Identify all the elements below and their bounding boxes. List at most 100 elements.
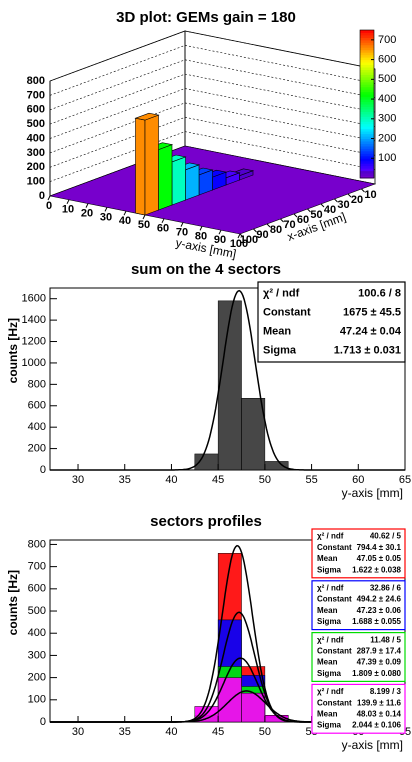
y-tick [237,233,241,239]
y-axis-title: counts [Hz] [6,570,20,635]
colorbar-step [360,138,374,142]
colorbar-step [360,99,374,103]
x-tick-label: 60 [352,474,364,486]
colorbar-step [360,118,374,122]
x-tick [347,193,352,198]
y-tick-label: 1600 [22,293,46,305]
stats-name: Constant [317,595,352,604]
stats-name: Mean [263,325,291,337]
y-tick-label: 800 [28,538,46,550]
colorbar-step [360,69,374,73]
colorbar-step [360,150,374,154]
y-tick-label: 60 [157,223,169,235]
colorbar-step [360,67,374,70]
grid-line [49,59,376,111]
colorbar-step [360,128,374,132]
stats-value: 47.23 ± 0.06 [357,606,402,615]
y-tick-label: 90 [214,234,226,246]
colorbar-step [360,32,374,36]
x-tick-label: 50 [310,209,322,221]
colorbar-step [360,168,374,172]
colorbar-step [360,101,374,105]
y-tick-label: 50 [138,219,150,231]
bar [241,398,266,471]
z-tick-label: 500 [27,118,45,130]
colorbar-step [360,170,374,174]
chart-title: sectors profiles [150,513,262,530]
stats-value: 494.2 ± 24.6 [357,595,402,604]
stats-value: 1675 ± 45.5 [343,306,401,318]
colorbar-step [360,145,374,149]
stats-name: Mean [317,710,338,719]
stats-value: 139.9 ± 11.6 [357,698,402,707]
colorbar-step [360,37,374,41]
x-tick [293,213,298,218]
chart-title: 3D plot: GEMs gain = 180 [116,9,296,26]
y-tick-label: 1000 [22,357,46,369]
x-tick [253,228,257,233]
stats-value: 32.86 / 6 [370,584,402,593]
y-tick-label: 10 [62,204,74,216]
x-tick-label: 35 [119,726,131,738]
colorbar-step [360,111,374,115]
grid-line [49,88,376,139]
x-tick-label: 45 [212,726,224,738]
y-tick-label: 40 [119,215,131,227]
stats-value: 40.62 / 5 [370,532,402,541]
x-tick-label: 55 [305,474,317,486]
bar-face [135,117,146,216]
stats-name: χ² / ndf [317,532,344,541]
colorbar-label: 300 [378,113,396,125]
x-tick [239,233,244,238]
stats-value: 1.713 ± 0.031 [334,344,401,356]
stats-value: 1.622 ± 0.038 [352,565,401,574]
x-tick [307,208,311,213]
colorbar-step [360,155,374,159]
x-axis-title: y-axis [mm] [342,486,403,500]
stats-value: 47.39 ± 0.09 [357,658,402,667]
colorbar-label: 600 [378,54,396,66]
y-tick-label: 500 [28,605,46,617]
z-tick-label: 700 [27,89,45,101]
colorbar-step [360,175,374,179]
colorbar-step [360,104,374,107]
colorbar-step [360,79,374,83]
stats-value: 11.48 / 5 [370,635,401,644]
colorbar-step [360,163,374,167]
x-tick-label: 50 [259,474,271,486]
x-tick-label: 10 [364,189,376,201]
y-tick [161,218,165,224]
colorbar-step [360,42,374,46]
x-tick-label: 65 [399,474,411,486]
colorbar-frame [359,29,375,179]
y-tick-label: 80 [195,230,207,242]
z-tick-label: 100 [27,176,45,188]
stats-box [311,631,406,682]
colorbar-step [360,160,374,164]
z-tick-label: 400 [27,132,45,144]
x-tick-label: 70 [283,219,295,231]
stats-name: Sigma [263,344,297,356]
stats-name: Sigma [317,565,342,574]
colorbar-step [360,106,374,110]
z-tick-label: 0 [39,190,45,202]
stats-value: 100.6 / 8 [358,287,401,299]
colorbar-step [360,113,374,117]
colorbar-step [360,30,374,33]
colorbar-step [360,76,374,80]
y-tick [218,229,222,235]
colorbar-label: 700 [378,34,396,46]
colorbar-label: 500 [378,73,396,85]
stats-value: 48.03 ± 0.14 [357,710,402,719]
y-tick-label: 0 [46,200,52,212]
y-tick-label: 0 [40,716,46,728]
stats-name: χ² / ndf [317,635,344,644]
colorbar-step [360,34,374,38]
colorbar-step [360,165,374,169]
grid-line [49,30,376,82]
stats-value: 287.9 ± 17.4 [357,647,402,656]
colorbar-step [360,136,374,140]
x-tick-label: 40 [165,726,177,738]
colorbar-step [360,44,374,48]
